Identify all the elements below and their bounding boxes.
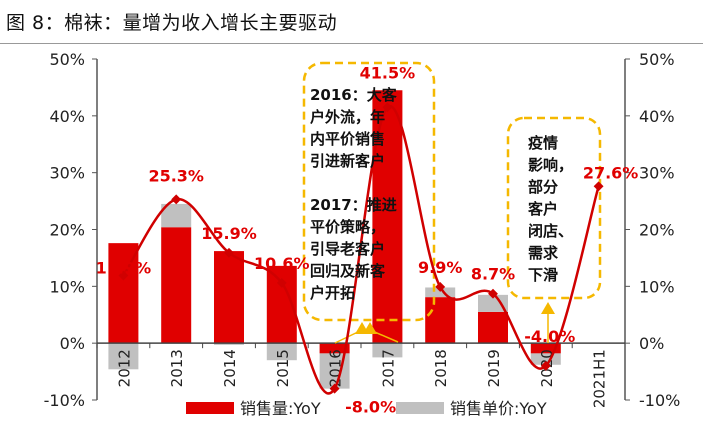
x-tick-label: 2018: [432, 349, 450, 387]
revenue-growth-line: [122, 104, 600, 395]
left-tick-label: 20%: [49, 221, 85, 240]
data-label: 11.9%: [96, 259, 152, 278]
price-bar: [530, 353, 561, 365]
x-tick-label: 2021H1: [591, 349, 609, 408]
line-marker: [488, 288, 498, 299]
price-bar: [161, 203, 192, 228]
annotation-line: 户外流，年: [310, 108, 386, 126]
annotation-2020: 疫情影响， 部分客户闭店、需求下滑: [528, 132, 573, 286]
price-bar: [319, 353, 350, 389]
right-tick-label: -10%: [639, 391, 680, 410]
left-tick-label: 40%: [49, 107, 85, 126]
line-marker: [435, 281, 446, 292]
right-tick-label: 0%: [639, 334, 664, 353]
price-bar: [214, 343, 244, 345]
volume-bar: [161, 227, 192, 344]
price-bar: [372, 343, 403, 358]
annotation-line: 影响，: [528, 156, 574, 174]
arrow-head: [363, 322, 377, 334]
left-tick-label: 10%: [49, 277, 85, 296]
x-tick-label: 2019: [485, 349, 503, 387]
line-marker: [276, 277, 287, 288]
data-label: 27.6%: [583, 163, 639, 182]
annotation-box: [506, 116, 602, 300]
annotation-line: 户开拓: [310, 284, 356, 302]
annotation-2016-2017: 2016：大客 户外流，年内平价销售引进新客户 2017：推进 平价策略， 引导老客户…: [310, 84, 397, 304]
right-tick-label: 50%: [639, 50, 675, 69]
annotation-line: 平价策略，: [310, 218, 386, 236]
data-label: 8.7%: [471, 265, 515, 284]
x-tick-label: 2014: [221, 349, 239, 387]
volume-bar: [530, 343, 561, 354]
annotation-box: [302, 61, 436, 322]
x-tick-label: 2015: [274, 349, 292, 387]
price-bar: [266, 343, 297, 361]
left-tick-label: 50%: [49, 50, 85, 69]
annotation-line: 客户: [528, 200, 559, 218]
line-marker: [593, 181, 604, 192]
annotation-line: 回归及新客: [310, 262, 386, 280]
left-tick-label: 0%: [60, 334, 85, 353]
line-marker: [329, 383, 340, 394]
left-tick-label: 30%: [49, 164, 85, 183]
annotation-line: 部分: [528, 178, 559, 196]
volume-bar: [478, 311, 508, 344]
right-tick-label: 30%: [639, 164, 675, 183]
data-label: 15.9%: [201, 224, 257, 243]
volume-bar: [319, 343, 350, 354]
x-tick-label: 2013: [168, 349, 186, 387]
annotation-line: 引导老客户: [310, 240, 386, 258]
annotation-line: 2016：大客: [310, 86, 397, 104]
annotation-line: 内平价销售: [310, 130, 386, 148]
line-marker: [171, 194, 182, 205]
data-label: 9.9%: [418, 258, 462, 277]
annotation-line: 下滑: [528, 266, 559, 284]
annotation-line: 疫情: [528, 134, 559, 152]
right-tick-label: 20%: [639, 221, 675, 240]
x-tick-label: 2012: [115, 349, 133, 387]
annotation-line: 需求: [528, 244, 559, 262]
volume-bar: [425, 297, 456, 344]
right-tick-label: 40%: [639, 107, 675, 126]
right-tick-label: 10%: [639, 277, 675, 296]
data-label: 25.3%: [148, 166, 204, 185]
annotation-line: 引进新客户: [310, 152, 386, 170]
data-label: -8.0%: [345, 398, 396, 417]
arrow-head: [541, 302, 555, 314]
chart-title: 图 8：棉袜：量增为收入增长主要驱动: [6, 12, 338, 34]
price-bar: [478, 294, 508, 312]
data-label: -4.0%: [524, 327, 575, 346]
price-bar: [108, 343, 139, 370]
price-bar: [425, 287, 456, 298]
data-label: 41.5%: [360, 63, 416, 82]
left-tick-label: -10%: [44, 391, 85, 410]
line-marker: [540, 360, 551, 371]
annotation-line: 2017：推进: [310, 196, 397, 214]
line-marker: [224, 247, 234, 258]
annotation-line: 闭店、: [528, 222, 574, 240]
x-tick-label: 2017: [379, 349, 397, 387]
legend-label-volume: 销售量:YoY: [240, 399, 321, 418]
legend-swatch-volume: [186, 402, 234, 414]
data-label: 10.6%: [254, 254, 310, 273]
title-divider: [0, 43, 703, 44]
volume-bar: [214, 251, 244, 344]
legend-label-price: 销售单价:YoY: [450, 399, 547, 418]
legend-swatch-price: [396, 402, 444, 414]
annotation-line: [310, 172, 397, 194]
